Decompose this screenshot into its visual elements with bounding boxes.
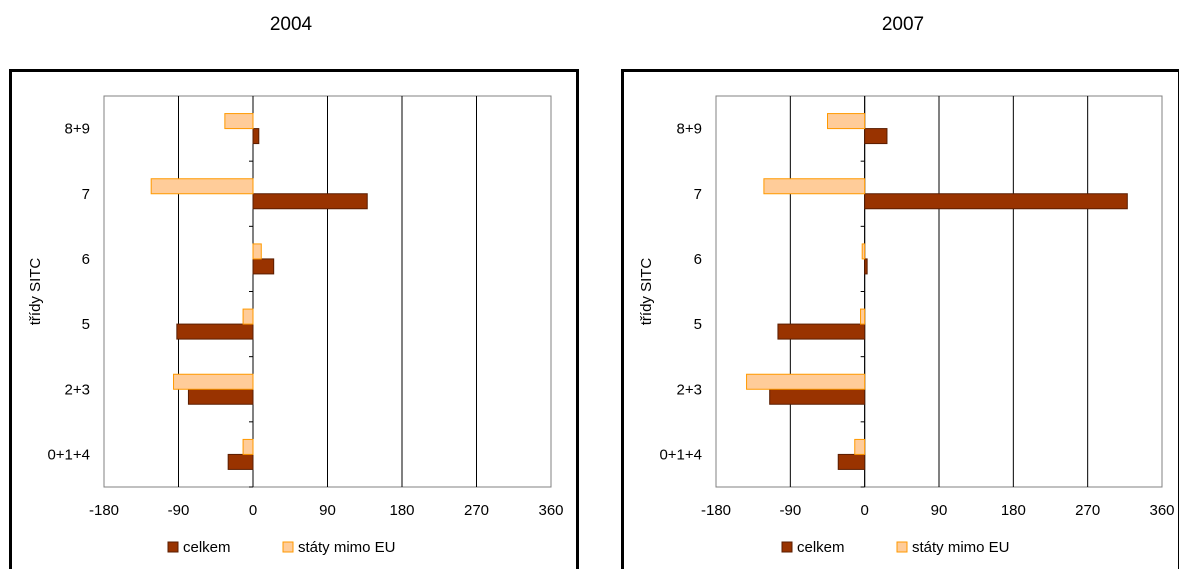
bar-2007-celkem-1 xyxy=(769,388,866,405)
bar-2004-celkem-5 xyxy=(252,128,260,145)
bar-2004-mimo-eu-5 xyxy=(224,113,254,130)
category-label-2004-5: 8+9 xyxy=(65,121,90,138)
bar-2007-celkem-3 xyxy=(864,258,868,275)
bar-2007-celkem-5 xyxy=(864,128,888,145)
category-label-2004-3: 6 xyxy=(82,251,90,268)
chart-title-2004: 2004 xyxy=(269,14,313,35)
bar-2007-celkem-0 xyxy=(837,453,866,470)
x-tick-label-2004-2: 0 xyxy=(249,502,257,519)
y-axis-label-2007: třídy SITC xyxy=(638,258,655,326)
bar-2004-mimo-eu-1 xyxy=(173,373,254,390)
bar-2004-celkem-0 xyxy=(227,453,254,470)
category-label-2004-0: 0+1+4 xyxy=(47,446,90,463)
bar-2004-celkem-2 xyxy=(176,323,254,340)
category-label-2007-0: 0+1+4 xyxy=(659,446,702,463)
legend-label-2007-1: státy mimo EU xyxy=(912,539,1010,556)
category-label-2007-4: 7 xyxy=(694,186,702,203)
bar-2007-mimo-eu-5 xyxy=(827,113,866,130)
category-label-2007-1: 2+3 xyxy=(677,381,702,398)
bar-2004-celkem-3 xyxy=(252,258,275,275)
bar-2007-celkem-4 xyxy=(864,193,1128,210)
legend-label-2007-0: celkem xyxy=(797,539,845,556)
legend-swatch-2004-0 xyxy=(167,541,179,553)
legend-label-2004-0: celkem xyxy=(183,539,231,556)
bar-2007-mimo-eu-3 xyxy=(861,243,866,260)
legend-label-2004-1: státy mimo EU xyxy=(298,539,396,556)
category-label-2004-4: 7 xyxy=(82,186,90,203)
bar-2007-mimo-eu-4 xyxy=(763,178,866,195)
x-tick-label-2007-5: 270 xyxy=(1075,502,1100,519)
bar-2004-celkem-4 xyxy=(252,193,368,210)
bar-2007-mimo-eu-1 xyxy=(746,373,866,390)
x-tick-label-2004-6: 360 xyxy=(538,502,563,519)
x-tick-label-2004-1: -90 xyxy=(168,502,190,519)
legend-swatch-2004-1 xyxy=(282,541,294,553)
x-tick-label-2007-0: -180 xyxy=(701,502,731,519)
bar-2004-mimo-eu-4 xyxy=(150,178,254,195)
bar-2007-mimo-eu-0 xyxy=(854,438,866,455)
bar-2004-mimo-eu-2 xyxy=(242,308,254,325)
legend-swatch-2007-0 xyxy=(781,541,793,553)
bar-2007-celkem-2 xyxy=(777,323,866,340)
x-tick-label-2007-4: 180 xyxy=(1001,502,1026,519)
category-label-2007-2: 5 xyxy=(694,316,702,333)
x-tick-label-2007-3: 90 xyxy=(931,502,948,519)
category-label-2007-3: 6 xyxy=(694,251,702,268)
category-label-2004-2: 5 xyxy=(82,316,90,333)
legend-swatch-2007-1 xyxy=(896,541,908,553)
x-tick-label-2007-6: 360 xyxy=(1149,502,1174,519)
x-tick-label-2004-5: 270 xyxy=(464,502,489,519)
x-tick-label-2004-3: 90 xyxy=(319,502,336,519)
x-tick-label-2007-2: 0 xyxy=(860,502,868,519)
chart-frame-2004 xyxy=(9,69,579,569)
chart-title-2007: 2007 xyxy=(881,14,925,35)
category-label-2007-5: 8+9 xyxy=(677,121,702,138)
bar-2004-mimo-eu-0 xyxy=(242,438,254,455)
bar-2004-celkem-1 xyxy=(187,388,254,405)
y-axis-label-2004: třídy SITC xyxy=(27,258,44,326)
x-tick-label-2004-0: -180 xyxy=(89,502,119,519)
bar-2007-mimo-eu-2 xyxy=(860,308,866,325)
x-tick-label-2007-1: -90 xyxy=(779,502,801,519)
category-label-2004-1: 2+3 xyxy=(65,381,90,398)
bar-2004-mimo-eu-3 xyxy=(252,243,262,260)
x-tick-label-2004-4: 180 xyxy=(389,502,414,519)
